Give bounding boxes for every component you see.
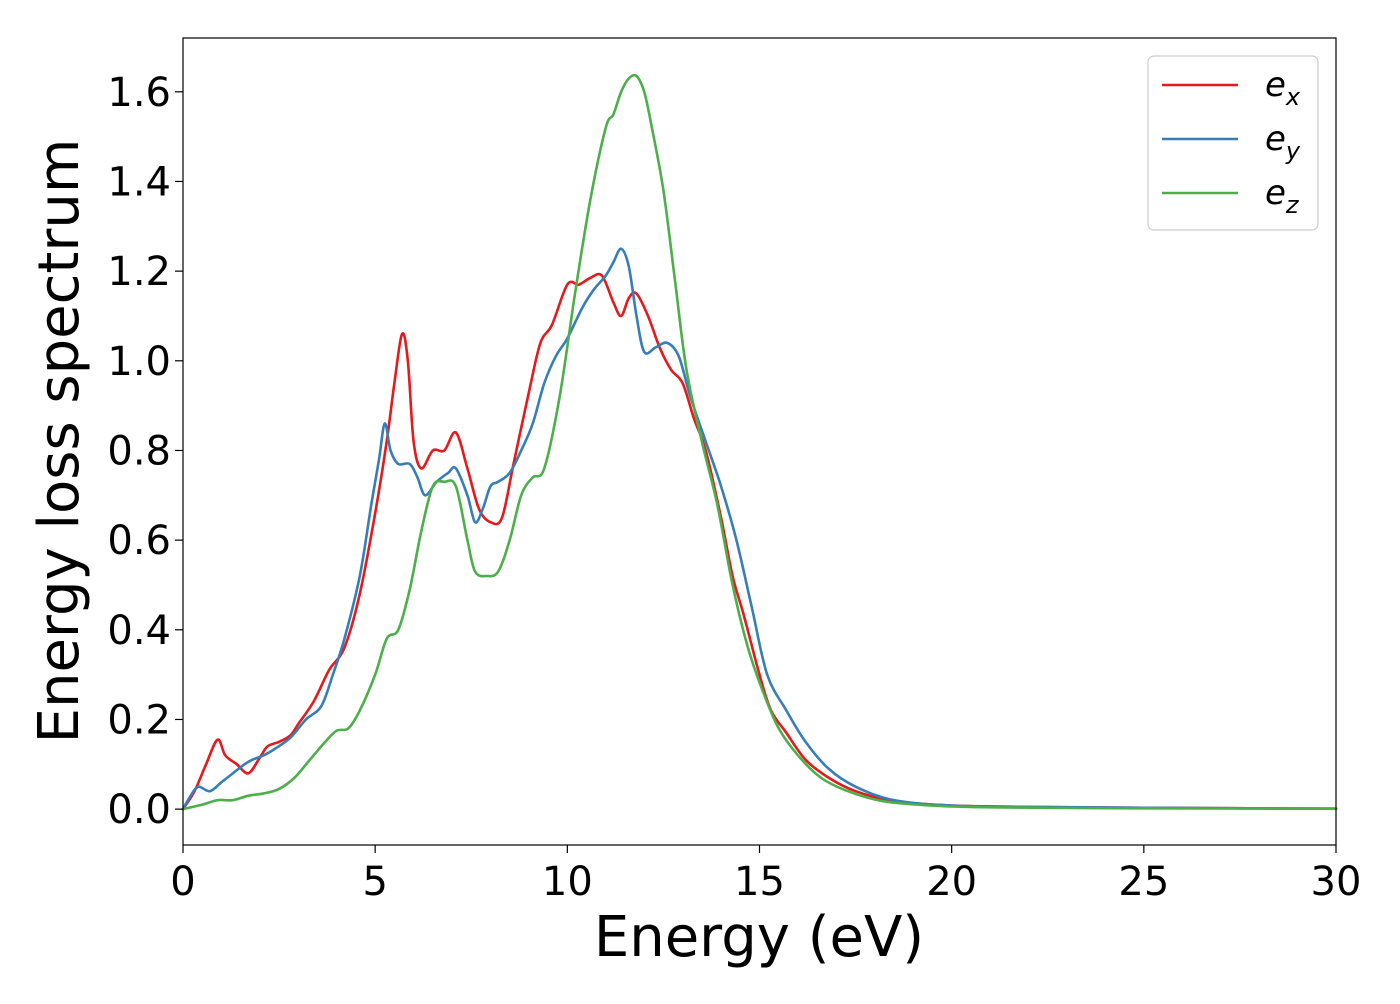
x-tick-label: 30: [1311, 859, 1362, 905]
series-line-e-y: [181, 247, 1338, 811]
y-tick-label: 1.0: [107, 339, 171, 385]
series-line-e-x: [181, 272, 1338, 811]
x-tick-label: 20: [926, 859, 977, 905]
series-layer: [181, 73, 1338, 811]
x-axis-ticks: 0 5 10 15 20 25 30: [170, 845, 1361, 905]
legend-box: [1147, 55, 1319, 231]
y-tick-label: 1.2: [107, 249, 171, 295]
y-tick-label: 0.0: [107, 787, 171, 833]
y-tick-label: 0.4: [107, 608, 171, 654]
x-tick-label: 25: [1118, 859, 1169, 905]
x-tick-label: 5: [362, 859, 387, 905]
x-tick-label: 0: [170, 859, 195, 905]
y-axis-label: Energy loss spectrum: [27, 139, 92, 744]
y-tick-label: 0.8: [107, 428, 171, 474]
y-axis-ticks: 0.0 0.2 0.4 0.6 0.8 1.0 1.2 1.4 1.6: [107, 70, 183, 833]
x-axis-label: Energy (eV): [594, 905, 924, 970]
y-tick-label: 0.6: [107, 518, 171, 564]
y-tick-label: 1.6: [107, 70, 171, 116]
y-tick-label: 0.2: [107, 697, 171, 743]
y-tick-label: 1.4: [107, 159, 171, 205]
x-tick-label: 15: [734, 859, 785, 905]
series-line-e-z: [181, 73, 1338, 811]
x-tick-label: 10: [542, 859, 593, 905]
